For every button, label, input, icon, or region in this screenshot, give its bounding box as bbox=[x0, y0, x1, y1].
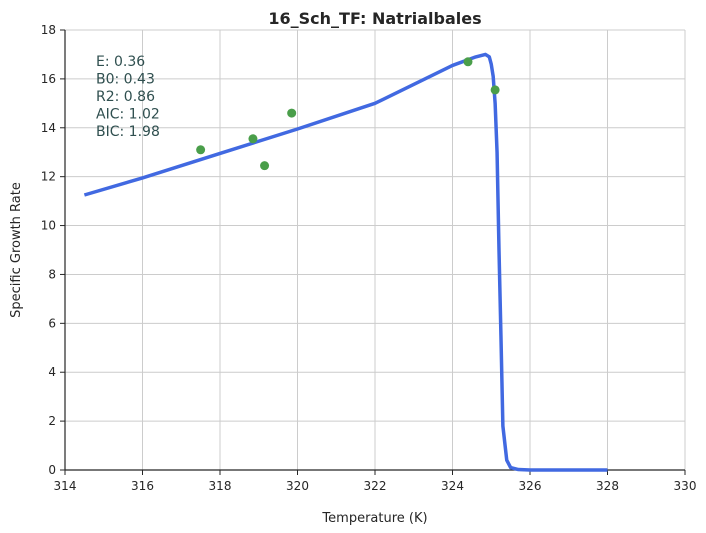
data-point bbox=[196, 145, 206, 155]
data-point bbox=[248, 134, 258, 144]
y-tick-label: 18 bbox=[41, 23, 56, 37]
x-axis-label: Temperature (K) bbox=[321, 511, 427, 526]
data-point bbox=[260, 161, 270, 171]
ticks: 314 316 318 320 322 324 326 328 330 0 2 4 6 8 10 12 14 16… bbox=[41, 23, 697, 493]
x-tick-label: 324 bbox=[441, 479, 464, 493]
stats-annotation-line: AIC: 1.02 bbox=[96, 107, 160, 123]
x-tick-label: 318 bbox=[209, 479, 232, 493]
x-tick-label: 330 bbox=[674, 479, 697, 493]
y-tick-label: 6 bbox=[48, 316, 56, 330]
stats-annotation-line: B0: 0.43 bbox=[96, 72, 155, 88]
x-tick-label: 322 bbox=[364, 479, 387, 493]
chart-title: 16_Sch_TF: Natrialbales bbox=[268, 9, 481, 28]
fit-curve bbox=[83, 52, 608, 472]
x-tick-label: 314 bbox=[54, 479, 77, 493]
stats-annotation-line: E: 0.36 bbox=[96, 54, 145, 70]
y-tick-label: 12 bbox=[41, 170, 56, 184]
data-marks bbox=[83, 52, 608, 472]
y-axis-label: Specific Growth Rate bbox=[9, 182, 24, 318]
data-point bbox=[287, 108, 297, 118]
y-tick-label: 16 bbox=[41, 72, 56, 86]
stats-annotation-line: R2: 0.86 bbox=[96, 89, 155, 105]
y-tick-label: 14 bbox=[41, 121, 56, 135]
y-tick-label: 10 bbox=[41, 219, 56, 233]
y-tick-label: 0 bbox=[48, 463, 56, 477]
y-tick-label: 8 bbox=[48, 267, 56, 281]
y-tick-label: 4 bbox=[48, 365, 56, 379]
y-tick-label: 2 bbox=[48, 414, 56, 428]
x-tick-label: 320 bbox=[286, 479, 309, 493]
x-tick-label: 316 bbox=[131, 479, 154, 493]
data-point bbox=[463, 57, 473, 67]
x-tick-label: 328 bbox=[596, 479, 619, 493]
stats-annotation-line: BIC: 1.98 bbox=[96, 124, 160, 140]
x-tick-label: 326 bbox=[519, 479, 542, 493]
data-point bbox=[490, 85, 500, 95]
